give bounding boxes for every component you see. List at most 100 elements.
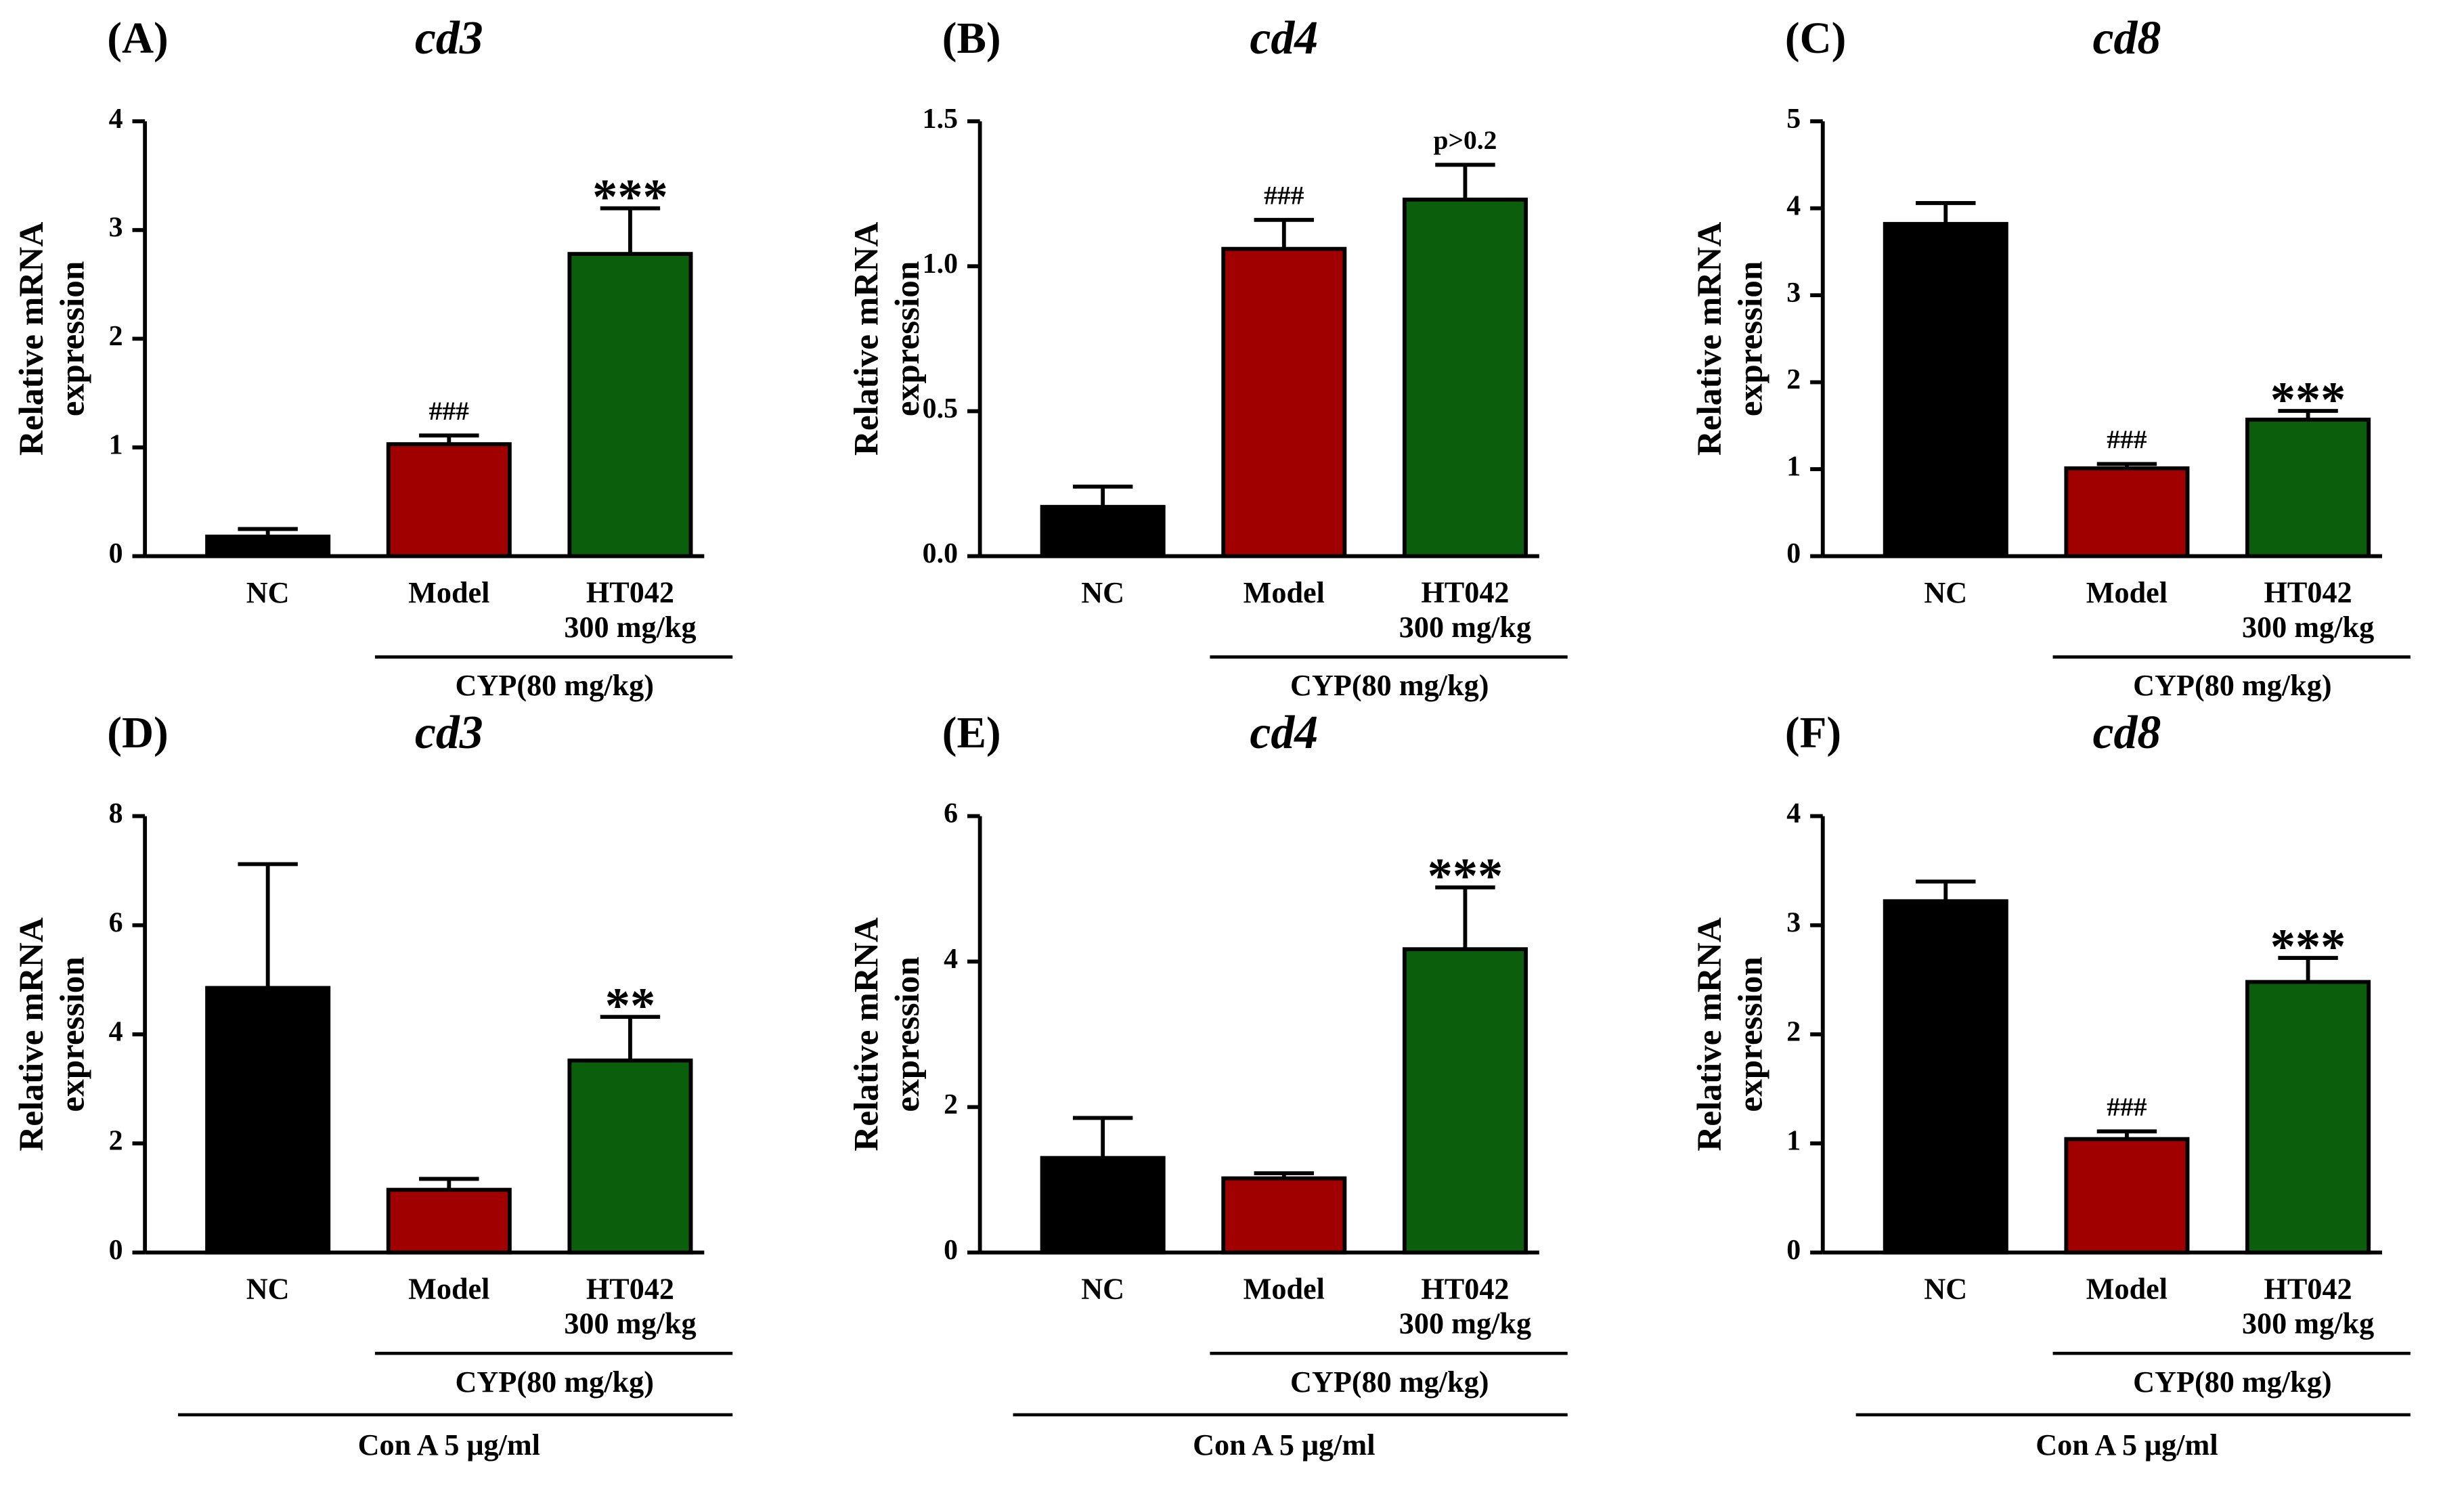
outer-label: Con A 5 μg/ml (2036, 1428, 2218, 1462)
bar (1221, 246, 1347, 558)
y-tick-label: 3 (109, 212, 123, 243)
x-tick-label: Model (1244, 1273, 1325, 1306)
y-tick-label: 1 (1786, 1126, 1801, 1157)
bar (386, 1187, 512, 1255)
panel-label: (D) (107, 709, 168, 758)
bar (1040, 1156, 1166, 1255)
panel-label: (A) (107, 14, 168, 63)
y-tick-label: 2 (944, 1089, 958, 1120)
x-tick-label: NC (1924, 576, 1967, 609)
significance-label: *** (1428, 849, 1503, 904)
chart-title: cd4 (1250, 707, 1318, 759)
bar (1221, 1176, 1347, 1255)
x-tick-label: HT042 300 mg/kg (1399, 576, 1531, 644)
x-tick-label: NC (1081, 1273, 1124, 1306)
chart-title: cd8 (2093, 12, 2161, 64)
y-tick-label: 6 (109, 907, 123, 938)
x-tick-label: HT042 300 mg/kg (1399, 1273, 1531, 1340)
y-tick-label: 0 (109, 538, 123, 569)
significance-label: p>0.2 (1433, 125, 1497, 155)
bar (205, 986, 331, 1255)
bar (2064, 466, 2190, 558)
panel-label: (F) (1785, 709, 1841, 758)
y-tick-label: 1.0 (923, 248, 958, 280)
significance-label: ### (2107, 1092, 2147, 1122)
y-tick-label: 6 (944, 798, 958, 829)
bar (386, 442, 512, 558)
significance-label: *** (2270, 919, 2346, 975)
bar (2064, 1137, 2190, 1255)
y-tick-label: 2 (1786, 364, 1801, 395)
bar (1883, 221, 2008, 558)
bar (2245, 417, 2371, 558)
significance-label: ### (2107, 424, 2147, 454)
x-tick-label: Model (2086, 576, 2168, 609)
x-tick-label: NC (1924, 1273, 1967, 1306)
y-tick-label: 1 (109, 430, 123, 461)
y-tick-label: 3 (1786, 907, 1801, 938)
x-tick-label: Model (408, 576, 489, 609)
y-tick-label: 4 (1786, 190, 1801, 221)
y-axis-label: Relative mRNA expression (1690, 917, 1770, 1151)
y-tick-label: 0 (1786, 1235, 1801, 1266)
y-axis-label: Relative mRNA expression (847, 917, 927, 1151)
y-tick-label: 0 (109, 1235, 123, 1266)
significance-label: ** (605, 978, 655, 1034)
y-axis-label: Relative mRNA expression (12, 222, 92, 456)
chart-title: cd8 (2093, 707, 2161, 759)
y-tick-label: 4 (944, 944, 958, 975)
y-tick-label: 2 (109, 1126, 123, 1157)
bar (567, 1058, 693, 1255)
y-tick-label: 1.5 (923, 104, 958, 135)
panel-label: (B) (942, 14, 1001, 63)
y-tick-label: 4 (109, 104, 123, 135)
x-tick-label: Model (408, 1273, 489, 1306)
bar (1883, 899, 2008, 1255)
group-label: CYP(80 mg/kg) (2133, 669, 2331, 702)
bar (2245, 980, 2371, 1255)
y-tick-label: 2 (1786, 1017, 1801, 1048)
bar (1402, 197, 1528, 558)
y-tick-label: 8 (109, 798, 123, 829)
bar (1402, 947, 1528, 1255)
group-label: CYP(80 mg/kg) (1290, 1365, 1489, 1399)
x-tick-label: NC (1081, 576, 1124, 609)
y-tick-label: 2 (109, 321, 123, 352)
significance-label: ### (429, 396, 470, 426)
y-axis-label: Relative mRNA expression (847, 222, 927, 456)
outer-label: Con A 5 μg/ml (358, 1428, 540, 1462)
x-tick-label: Model (1244, 576, 1325, 609)
chart-title: cd3 (415, 707, 483, 759)
y-tick-label: 3 (1786, 278, 1801, 309)
y-axis-label: Relative mRNA expression (12, 917, 92, 1151)
x-tick-label: NC (246, 1273, 290, 1306)
significance-label: ### (1264, 180, 1304, 210)
y-tick-label: 1 (1786, 452, 1801, 483)
group-label: CYP(80 mg/kg) (456, 1365, 654, 1399)
y-tick-label: 5 (1786, 104, 1801, 135)
group-label: CYP(80 mg/kg) (1290, 669, 1489, 702)
y-tick-label: 4 (1786, 798, 1801, 829)
significance-label: *** (592, 169, 668, 225)
y-tick-label: 4 (109, 1017, 123, 1048)
x-tick-label: HT042 300 mg/kg (564, 1273, 696, 1340)
bar (1040, 504, 1166, 558)
bar (205, 534, 331, 558)
x-tick-label: Model (2086, 1273, 2168, 1306)
group-label: CYP(80 mg/kg) (456, 669, 654, 702)
x-tick-label: HT042 300 mg/kg (2242, 1273, 2374, 1340)
y-tick-label: 0 (1786, 538, 1801, 569)
x-tick-label: HT042 300 mg/kg (564, 576, 696, 644)
y-tick-label: 0.0 (923, 538, 958, 569)
group-label: CYP(80 mg/kg) (2133, 1365, 2331, 1399)
chart-title: cd3 (415, 12, 483, 64)
x-tick-label: HT042 300 mg/kg (2242, 576, 2374, 644)
panel-label: (E) (942, 709, 1001, 758)
x-tick-label: NC (246, 576, 290, 609)
significance-label: *** (2270, 372, 2346, 428)
chart-title: cd4 (1250, 12, 1318, 64)
y-axis-label: Relative mRNA expression (1690, 222, 1770, 456)
bar (567, 252, 693, 558)
